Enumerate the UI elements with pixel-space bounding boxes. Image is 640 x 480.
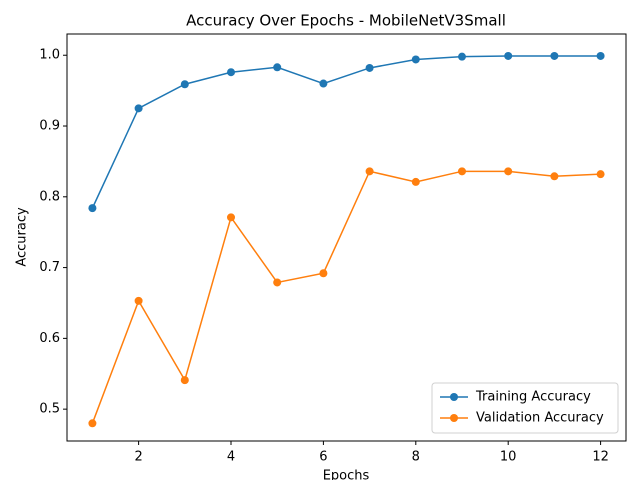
data-point — [457, 52, 466, 61]
y-tick-label: 1.0 — [39, 48, 60, 63]
legend-label: Validation Accuracy — [476, 411, 604, 426]
legend-box — [431, 382, 619, 434]
y-tick-label: 0.6 — [39, 331, 60, 346]
legend: Training Accuracy Validation Accuracy — [431, 382, 619, 434]
data-point — [550, 51, 559, 60]
data-point — [88, 419, 97, 428]
series-line — [91, 170, 601, 424]
data-point — [319, 269, 328, 278]
data-point — [180, 376, 189, 385]
data-point — [365, 63, 374, 72]
series-line — [91, 55, 601, 209]
x-tick-label: 8 — [412, 450, 420, 465]
data-point — [134, 296, 143, 305]
legend-marker — [450, 393, 458, 401]
y-tick-label: 0.5 — [39, 402, 60, 417]
x-tick-label: 2 — [134, 450, 142, 465]
data-point — [411, 177, 420, 186]
data-point — [88, 204, 97, 213]
data-point — [596, 170, 605, 179]
data-point — [550, 172, 559, 181]
x-tick-label: 4 — [227, 450, 235, 465]
data-point — [180, 80, 189, 89]
legend-marker — [450, 414, 458, 422]
data-point — [227, 68, 236, 77]
data-point — [504, 167, 513, 176]
x-tick-label: 12 — [592, 450, 609, 465]
data-point — [134, 104, 143, 113]
y-axis-label: Accuracy — [15, 207, 30, 267]
y-tick-label: 0.7 — [39, 260, 60, 275]
chart-title: Accuracy Over Epochs - MobileNetV3Small — [186, 12, 506, 30]
data-point — [411, 55, 420, 64]
y-tick-label: 0.8 — [39, 189, 60, 204]
data-point — [504, 51, 513, 60]
data-point — [457, 167, 466, 176]
data-point — [273, 278, 282, 287]
data-point — [365, 167, 374, 176]
x-axis-label: Epochs — [323, 469, 370, 480]
data-point — [273, 63, 282, 72]
plot-frame — [66, 33, 627, 442]
y-tick-label: 0.9 — [39, 119, 60, 134]
data-point — [596, 51, 605, 60]
data-point — [319, 79, 328, 88]
x-tick-label: 6 — [319, 450, 327, 465]
data-point — [227, 213, 236, 222]
x-tick-label: 10 — [500, 450, 517, 465]
legend-label: Training Accuracy — [475, 390, 591, 405]
